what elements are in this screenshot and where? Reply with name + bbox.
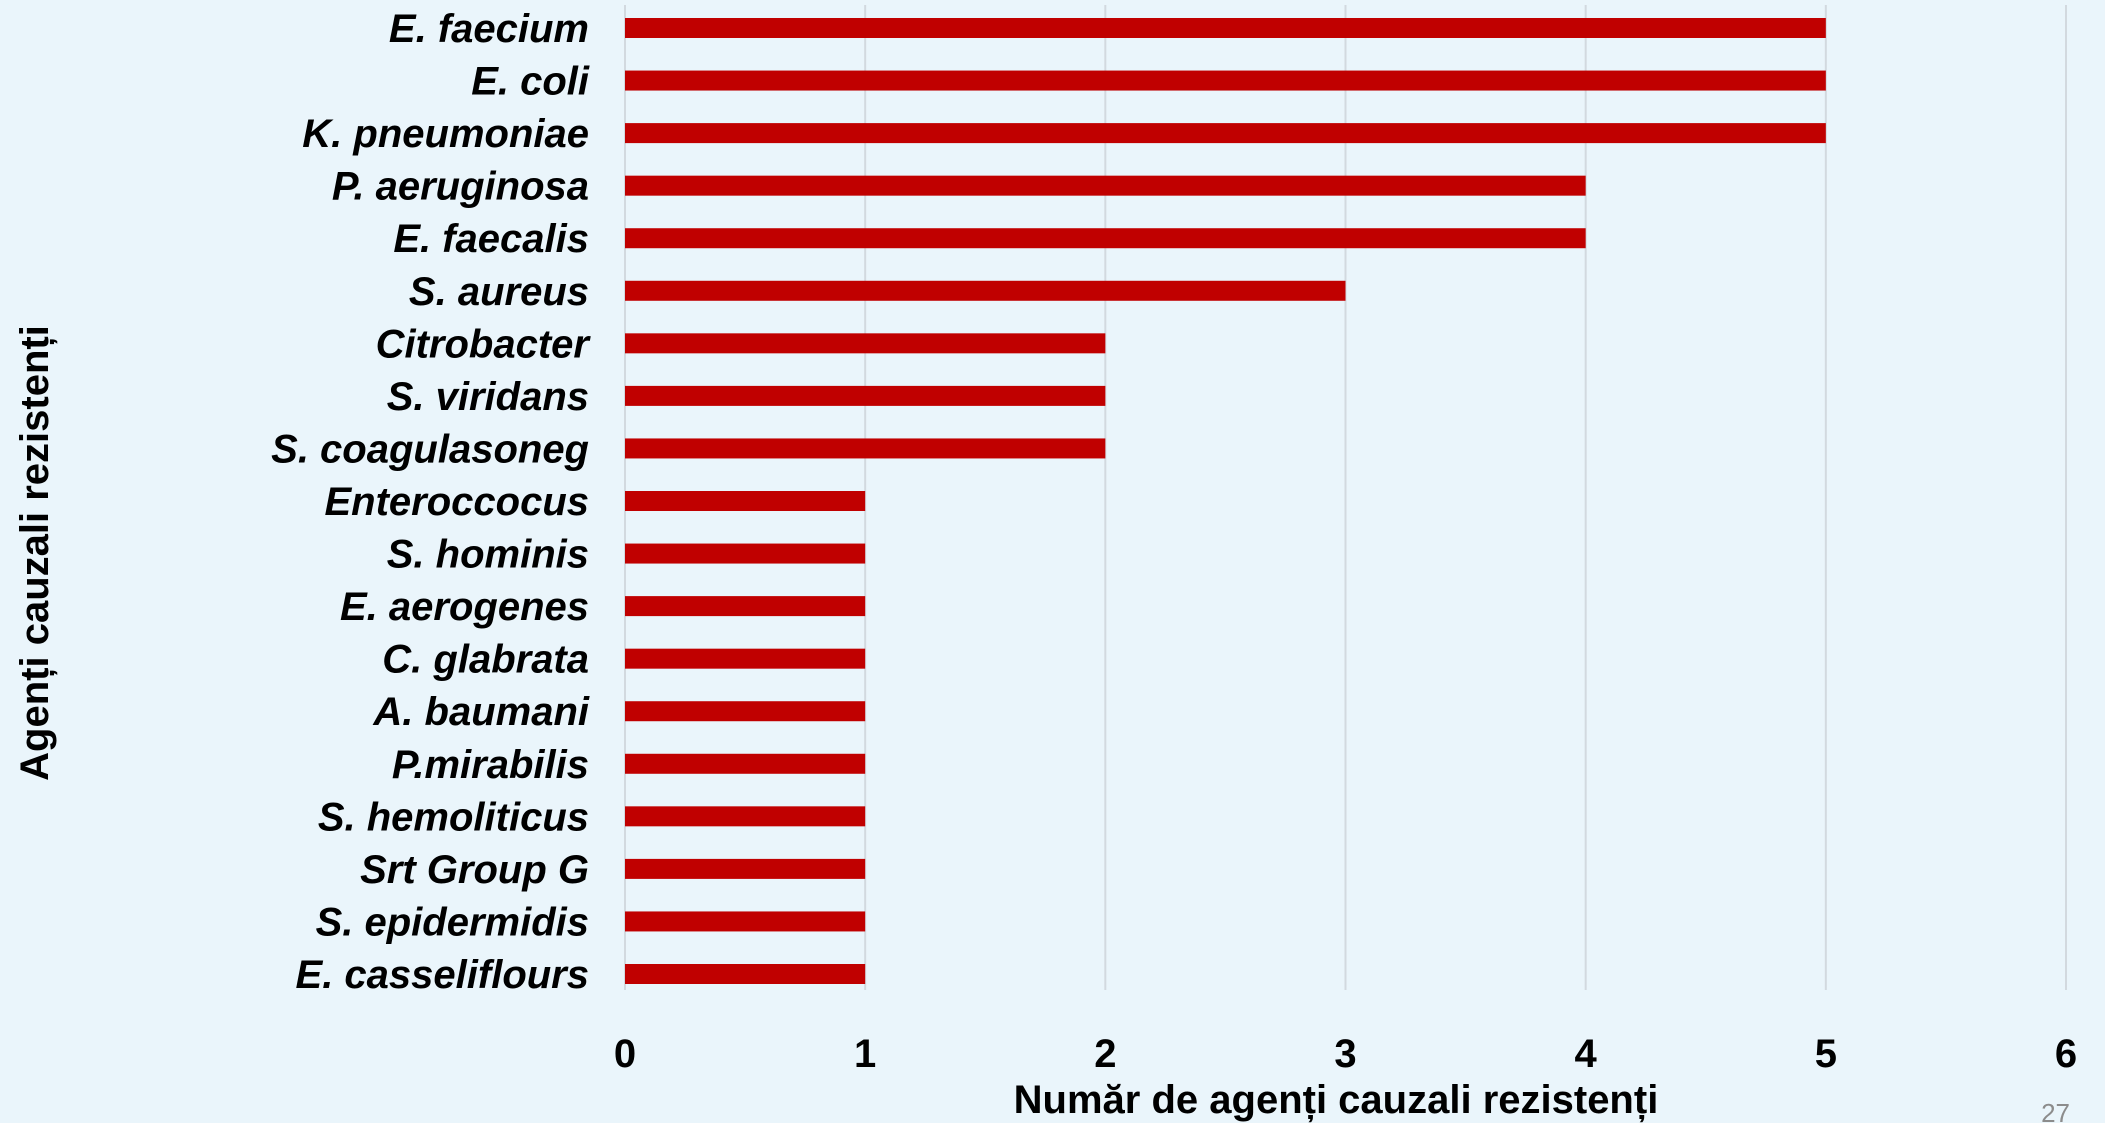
x-tick-label: 2 bbox=[1094, 1032, 1116, 1076]
category-label: K. pneumoniae bbox=[302, 112, 589, 156]
x-tick-label: 5 bbox=[1815, 1032, 1837, 1076]
category-label: A. baumani bbox=[372, 690, 589, 734]
category-labels: E. faecium E. coli K. pneumoniae P. aerugin… bbox=[271, 7, 591, 997]
x-tick-label: 1 bbox=[854, 1032, 876, 1076]
category-label: E. faecium bbox=[389, 7, 589, 51]
category-label: E. aerogenes bbox=[340, 585, 589, 629]
x-tick-label: 4 bbox=[1575, 1032, 1598, 1076]
category-label: S. viridans bbox=[387, 375, 589, 419]
bar bbox=[625, 70, 1826, 91]
category-label: S. aureus bbox=[409, 270, 589, 314]
bar bbox=[625, 438, 1106, 459]
category-label: C. glabrata bbox=[382, 638, 589, 682]
page-number: 27 bbox=[2041, 1098, 2070, 1123]
bar bbox=[625, 911, 866, 932]
category-label: S. hominis bbox=[387, 533, 589, 577]
bar bbox=[625, 701, 866, 722]
bar bbox=[625, 333, 1106, 354]
category-label: Citrobacter bbox=[376, 322, 592, 366]
category-label: E. coli bbox=[471, 60, 590, 104]
x-tick-label: 3 bbox=[1334, 1032, 1356, 1076]
bars bbox=[625, 18, 1826, 984]
x-tick-label: 6 bbox=[2055, 1032, 2077, 1076]
bar bbox=[625, 806, 866, 827]
category-label: P. aeruginosa bbox=[332, 165, 589, 209]
bar bbox=[625, 280, 1346, 301]
category-label: P.mirabilis bbox=[392, 743, 589, 787]
x-tick-label: 0 bbox=[614, 1032, 636, 1076]
bar bbox=[625, 175, 1586, 196]
bar bbox=[625, 964, 866, 984]
category-label: S. epidermidis bbox=[316, 900, 589, 944]
category-label: Enteroccocus bbox=[324, 480, 589, 524]
gridlines bbox=[624, 5, 2067, 990]
y-axis-title: Agenți cauzali rezistenți bbox=[13, 325, 57, 781]
bar bbox=[625, 858, 866, 879]
bar bbox=[625, 491, 866, 511]
bar bbox=[625, 543, 866, 564]
category-label: E. faecalis bbox=[393, 217, 589, 261]
category-label: S. coagulasoneg bbox=[271, 427, 589, 471]
category-label: Srt Group G bbox=[360, 848, 589, 892]
bar bbox=[625, 753, 866, 774]
bar bbox=[625, 228, 1586, 249]
bar bbox=[625, 123, 1826, 144]
x-tick-labels: 0 1 2 3 4 5 6 bbox=[614, 1032, 2077, 1076]
x-axis-title: Număr de agenți cauzali rezistenți bbox=[1014, 1078, 1659, 1122]
bar bbox=[625, 596, 866, 617]
category-label: E. casseliflours bbox=[296, 953, 589, 997]
category-label: S. hemoliticus bbox=[318, 795, 589, 839]
bar bbox=[625, 648, 866, 669]
bar bbox=[625, 385, 1106, 406]
bar bbox=[625, 18, 1826, 38]
